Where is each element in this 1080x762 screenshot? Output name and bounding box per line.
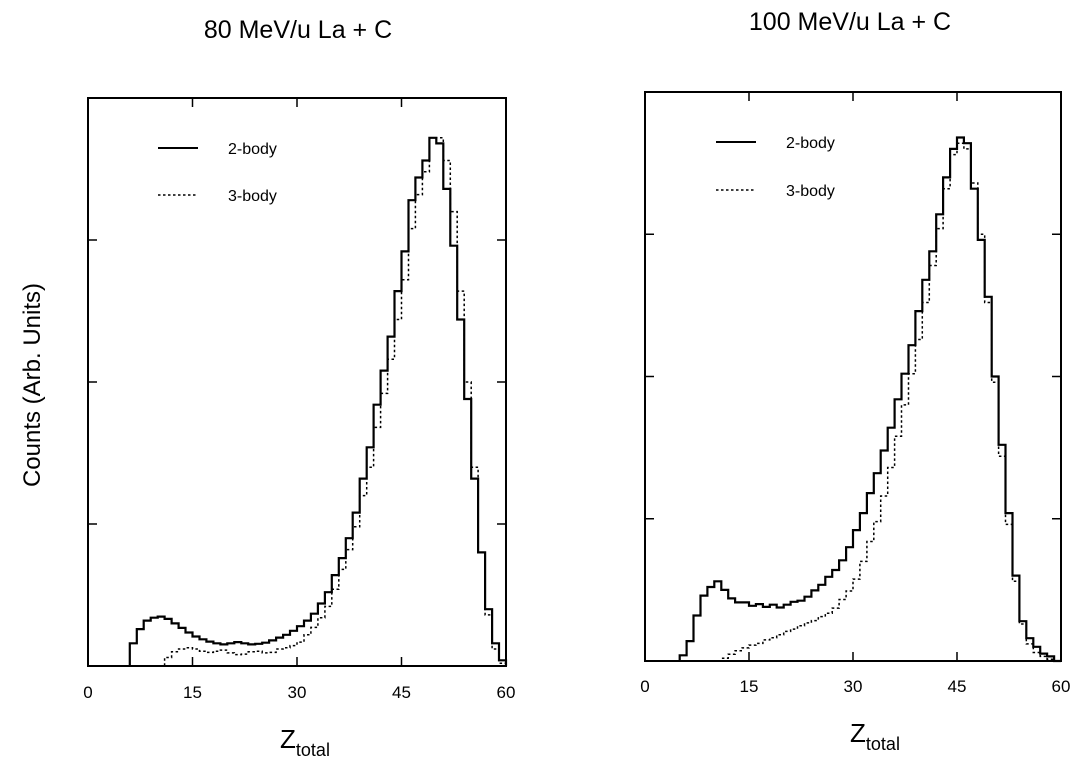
x-tick-label: 30 xyxy=(288,683,307,702)
series-3-body-histogram xyxy=(129,137,507,667)
legend: 2-body 3-body xyxy=(158,141,277,205)
chart-title: 100 MeV/u La + C xyxy=(749,8,951,36)
x-tick-label: 0 xyxy=(640,677,649,696)
legend-label-3-body: 3-body xyxy=(786,183,835,200)
series-2-body-histogram xyxy=(128,136,508,666)
x-tick-label: 0 xyxy=(83,683,92,702)
legend-label-3-body: 3-body xyxy=(228,188,277,205)
legend-label-2-body: 2-body xyxy=(786,135,835,152)
x-tick-label: 15 xyxy=(183,683,202,702)
series-group xyxy=(678,136,1061,663)
y-axis-label: Counts (Arb. Units) xyxy=(19,283,46,487)
x-tick-label: 45 xyxy=(948,677,967,696)
x-tick-label: 60 xyxy=(1052,677,1071,696)
legend-label-2-body: 2-body xyxy=(228,141,277,158)
x-ticks: 0 15 30 45 60 xyxy=(83,98,515,702)
x-tick-label: 15 xyxy=(740,677,759,696)
y-ticks xyxy=(88,239,506,525)
x-axis-label: Ztotal xyxy=(280,724,330,760)
legend: 2-body 3-body xyxy=(716,135,835,200)
x-ticks: 0 15 30 45 60 xyxy=(640,92,1070,696)
series-group xyxy=(128,136,508,667)
x-axis-label: Ztotal xyxy=(850,718,900,754)
x-tick-label: 45 xyxy=(392,683,411,702)
series-2-body-histogram xyxy=(678,136,1061,663)
x-tick-label: 30 xyxy=(844,677,863,696)
chart-panel-100mev: 100 MeV/u La + C 0 15 30 45 60 2-body 3-body… xyxy=(640,8,1070,754)
y-ticks xyxy=(645,233,1061,520)
chart-panel-80mev: 80 MeV/u La + C 0 15 30 45 60 2-body 3-body … xyxy=(83,16,515,760)
series-3-body-histogram xyxy=(679,142,1061,662)
chart-title: 80 MeV/u La + C xyxy=(204,16,392,44)
x-tick-label: 60 xyxy=(497,683,516,702)
